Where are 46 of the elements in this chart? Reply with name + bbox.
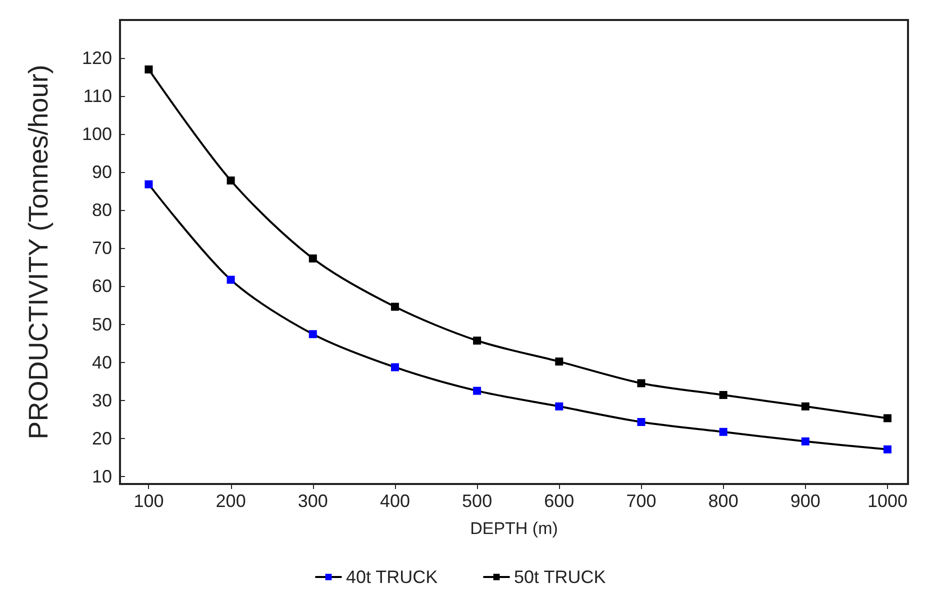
y-axis-title: PRODUCTIVITY (Tonnes/hour) bbox=[24, 64, 54, 440]
x-tick-label: 700 bbox=[626, 491, 656, 511]
y-tick-label: 60 bbox=[92, 276, 112, 296]
point bbox=[473, 386, 482, 395]
point bbox=[555, 358, 564, 366]
point bbox=[473, 336, 482, 345]
point bbox=[555, 402, 564, 410]
x-tick-label: 300 bbox=[298, 491, 328, 511]
x-tick-label: 100 bbox=[134, 491, 164, 511]
point bbox=[883, 445, 892, 454]
point bbox=[308, 254, 317, 262]
point bbox=[144, 180, 153, 188]
point bbox=[637, 418, 646, 426]
point bbox=[390, 363, 399, 372]
x-tick-label: 900 bbox=[790, 491, 820, 511]
y-tick-label: 120 bbox=[82, 48, 112, 68]
y-tick-label: 110 bbox=[83, 86, 112, 106]
point bbox=[801, 437, 810, 446]
y-tick-label: 80 bbox=[92, 200, 112, 220]
point bbox=[801, 402, 810, 410]
y-tick-label: 50 bbox=[92, 314, 112, 334]
y-tick-label: 90 bbox=[92, 162, 112, 182]
y-tick-label: 70 bbox=[92, 238, 112, 258]
x-tick-label: 800 bbox=[708, 491, 738, 511]
point bbox=[144, 65, 153, 74]
point bbox=[390, 302, 399, 311]
point bbox=[226, 176, 235, 184]
point bbox=[308, 330, 317, 338]
y-tick-label: 10 bbox=[92, 466, 112, 486]
legend-label: 50t TRUCK bbox=[514, 567, 606, 587]
point bbox=[719, 391, 728, 400]
point bbox=[226, 276, 235, 284]
legend-label: 40t TRUCK bbox=[346, 567, 438, 587]
y-tick-label: 40 bbox=[92, 352, 112, 372]
point bbox=[719, 428, 728, 436]
point bbox=[637, 379, 646, 388]
y-tick-label: 100 bbox=[82, 124, 112, 144]
y-tick-label: 20 bbox=[92, 428, 112, 448]
point bbox=[883, 414, 892, 422]
x-tick-label: 500 bbox=[462, 491, 492, 511]
x-tick-label: 200 bbox=[216, 491, 246, 511]
x-axis-title: DEPTH (m) bbox=[470, 519, 558, 538]
x-tick-label: 1000 bbox=[867, 491, 908, 511]
y-tick-label: 30 bbox=[92, 390, 112, 410]
x-tick-label: 400 bbox=[380, 491, 410, 511]
x-tick-label: 600 bbox=[544, 491, 574, 511]
